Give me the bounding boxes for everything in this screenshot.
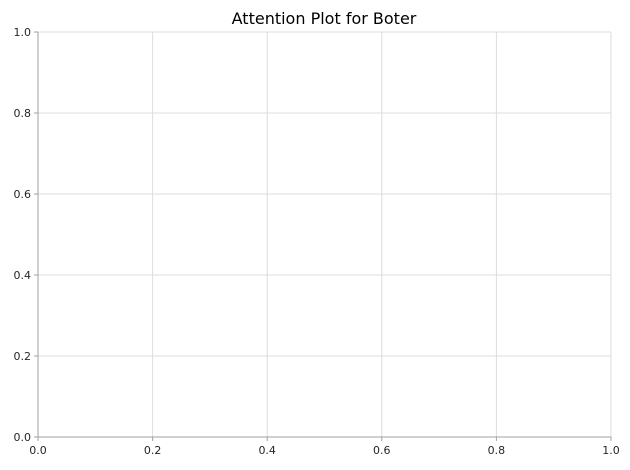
- x-tick-label: 1.0: [602, 444, 620, 457]
- x-tick-labels: 0.0 0.2 0.4 0.6 0.8 1.0: [29, 444, 620, 457]
- grid-lines: [37, 31, 612, 438]
- x-tick-label: 0.4: [258, 444, 276, 457]
- y-tick-label: 0.2: [14, 350, 32, 363]
- y-tick-label: 0.8: [14, 107, 32, 120]
- y-tick-label: 0.4: [14, 269, 32, 282]
- y-tick-label: 1.0: [14, 26, 32, 39]
- y-tick-label: 0.6: [14, 188, 32, 201]
- x-tick-label: 0.2: [144, 444, 162, 457]
- x-tick-label: 0.0: [29, 444, 47, 457]
- y-tick-labels: 0.0 0.2 0.4 0.6 0.8 1.0: [14, 26, 32, 444]
- axes: [34, 31, 612, 441]
- x-tick-label: 0.8: [488, 444, 506, 457]
- y-tick-label: 0.0: [14, 431, 32, 444]
- chart-title: Attention Plot for Boter: [232, 9, 417, 28]
- x-tick-label: 0.6: [373, 444, 391, 457]
